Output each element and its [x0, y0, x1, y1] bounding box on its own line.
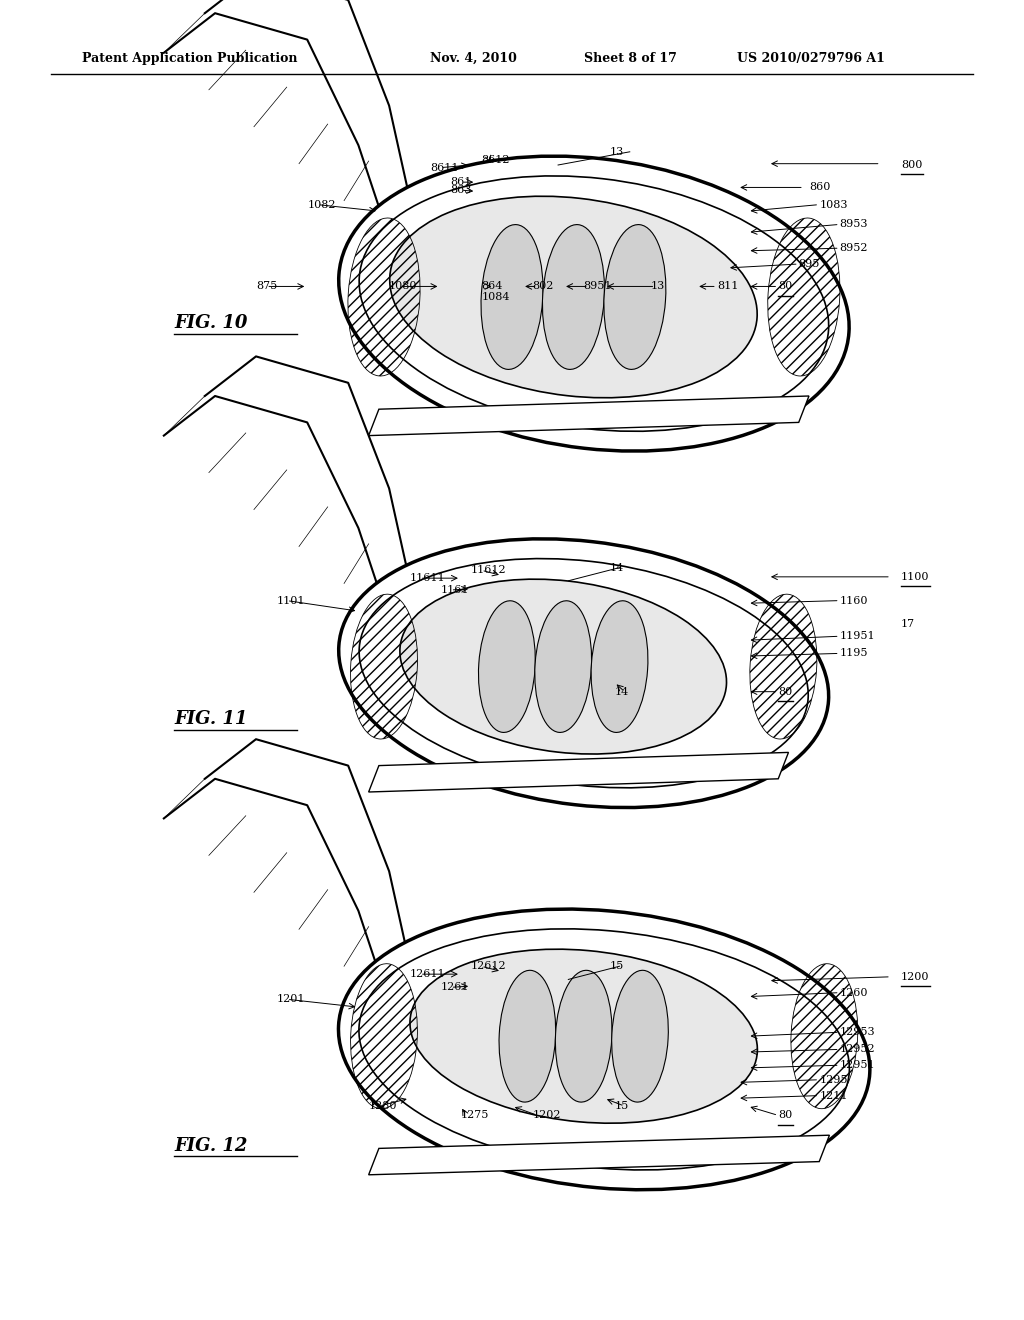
Text: 1211: 1211: [819, 1090, 848, 1101]
Text: 13: 13: [650, 281, 665, 292]
Text: 1260: 1260: [840, 987, 868, 998]
Polygon shape: [369, 396, 809, 436]
Polygon shape: [369, 1135, 829, 1175]
Polygon shape: [369, 752, 788, 792]
Text: 8953: 8953: [840, 219, 868, 230]
Text: 1160: 1160: [840, 595, 868, 606]
Ellipse shape: [604, 224, 666, 370]
Ellipse shape: [339, 909, 869, 1189]
Text: 1101: 1101: [276, 595, 305, 606]
Ellipse shape: [359, 929, 849, 1170]
Text: 14: 14: [614, 686, 629, 697]
Text: 1202: 1202: [532, 1110, 561, 1121]
Ellipse shape: [339, 156, 849, 451]
Text: 861: 861: [451, 177, 472, 187]
Ellipse shape: [611, 970, 669, 1102]
Text: 1084: 1084: [481, 292, 510, 302]
Text: 1195: 1195: [840, 648, 868, 659]
Text: 800: 800: [901, 160, 923, 170]
Text: 14: 14: [609, 562, 624, 573]
Text: 1201: 1201: [276, 994, 305, 1005]
Text: 11611: 11611: [410, 573, 445, 583]
Ellipse shape: [499, 970, 556, 1102]
Text: 895: 895: [799, 259, 820, 269]
Text: 15: 15: [614, 1101, 629, 1111]
Ellipse shape: [339, 539, 828, 808]
Text: 1295: 1295: [819, 1074, 848, 1085]
Text: 8951: 8951: [584, 281, 612, 292]
Text: US 2010/0279796 A1: US 2010/0279796 A1: [737, 51, 885, 65]
Text: 12951: 12951: [840, 1060, 876, 1071]
Text: 8612: 8612: [481, 154, 510, 165]
Text: 12952: 12952: [840, 1044, 876, 1055]
Text: 1080: 1080: [389, 281, 418, 292]
Text: 1100: 1100: [901, 572, 930, 582]
Text: Nov. 4, 2010: Nov. 4, 2010: [430, 51, 517, 65]
Text: FIG. 12: FIG. 12: [174, 1137, 248, 1155]
Ellipse shape: [410, 949, 758, 1123]
Text: 1280: 1280: [369, 1101, 397, 1111]
Ellipse shape: [535, 601, 592, 733]
Text: 863: 863: [451, 185, 472, 195]
Text: 11951: 11951: [840, 631, 876, 642]
Ellipse shape: [591, 601, 648, 733]
Text: 17: 17: [901, 619, 915, 630]
Ellipse shape: [555, 970, 612, 1102]
Text: 13: 13: [609, 147, 624, 157]
Text: FIG. 11: FIG. 11: [174, 710, 248, 729]
Text: 1275: 1275: [461, 1110, 489, 1121]
Text: 8952: 8952: [840, 243, 868, 253]
Ellipse shape: [359, 176, 828, 432]
Text: 12953: 12953: [840, 1027, 876, 1038]
Text: 1082: 1082: [307, 199, 336, 210]
Text: 802: 802: [532, 281, 554, 292]
Text: 80: 80: [778, 686, 793, 697]
Text: 12612: 12612: [471, 961, 507, 972]
Ellipse shape: [390, 197, 757, 397]
Text: Sheet 8 of 17: Sheet 8 of 17: [584, 51, 677, 65]
Ellipse shape: [478, 601, 536, 733]
Text: 80: 80: [778, 1110, 793, 1121]
Text: 11612: 11612: [471, 565, 507, 576]
Text: 80: 80: [778, 281, 793, 292]
Ellipse shape: [481, 224, 543, 370]
Text: 1083: 1083: [819, 199, 848, 210]
Text: 12611: 12611: [410, 969, 445, 979]
Text: 811: 811: [717, 281, 738, 292]
Text: 864: 864: [481, 281, 503, 292]
Text: 1261: 1261: [440, 982, 469, 993]
Ellipse shape: [400, 579, 726, 754]
Text: FIG. 10: FIG. 10: [174, 314, 248, 333]
Text: 1200: 1200: [901, 972, 930, 982]
Text: 8611: 8611: [430, 162, 459, 173]
Text: 875: 875: [256, 281, 278, 292]
Text: 1161: 1161: [440, 585, 469, 595]
Ellipse shape: [359, 558, 808, 788]
Text: 15: 15: [609, 961, 624, 972]
Text: 860: 860: [809, 182, 830, 193]
Text: Patent Application Publication: Patent Application Publication: [82, 51, 297, 65]
Ellipse shape: [543, 224, 604, 370]
